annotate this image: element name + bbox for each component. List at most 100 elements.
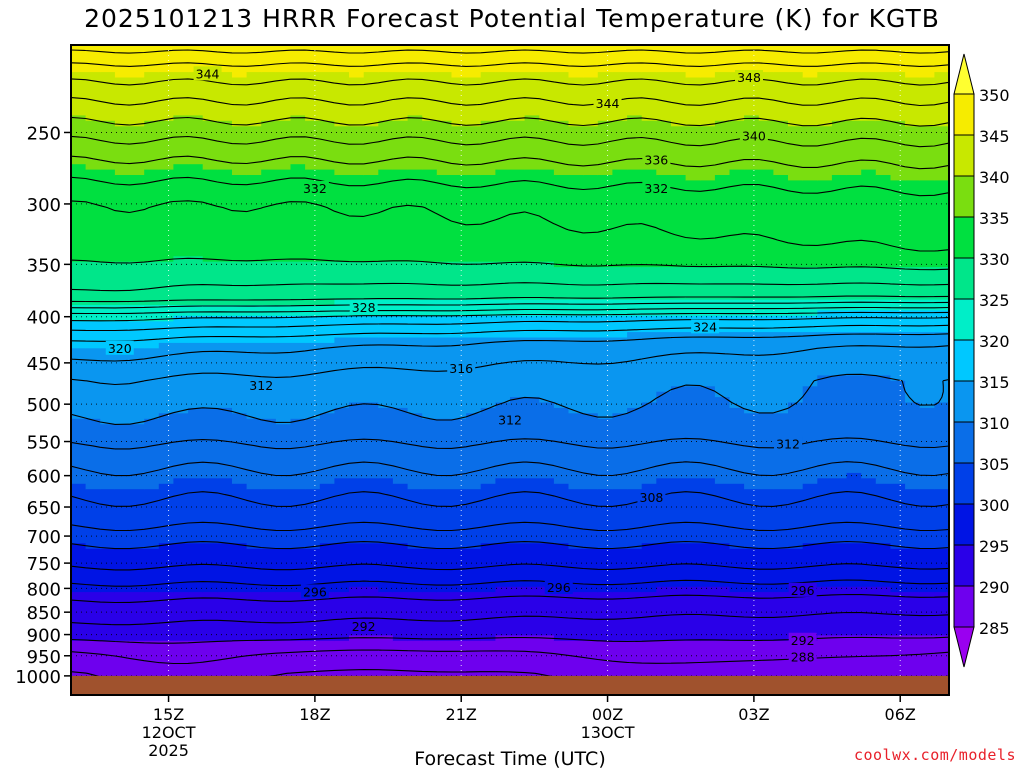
theta-fill-cell	[861, 120, 877, 171]
theta-fill-cell	[685, 180, 701, 268]
theta-fill-cell	[612, 413, 628, 490]
theta-fill-cell	[831, 45, 848, 73]
ground-below-surface	[71, 675, 949, 695]
theta-fill-cell	[802, 386, 818, 485]
theta-fill-cell	[114, 489, 131, 550]
theta-fill-cell	[246, 418, 262, 490]
theta-fill-cell	[612, 315, 628, 339]
theta-fill-cell	[568, 337, 584, 414]
theta-fill-cell	[173, 592, 189, 642]
theta-fill-cell	[290, 305, 306, 317]
theta-fill-cell	[305, 548, 321, 593]
theta-fill-cell	[232, 126, 248, 176]
theta-fill-cell	[524, 397, 540, 479]
theta-fill-cell	[261, 72, 277, 122]
theta-fill-cell	[202, 592, 218, 642]
theta-fill-cell	[85, 72, 101, 122]
theta-fill-cell	[817, 126, 833, 182]
contour-label: 336	[644, 153, 668, 168]
theta-fill-cell	[817, 72, 833, 127]
theta-fill-cell	[217, 315, 233, 344]
theta-fill-cell	[202, 315, 218, 344]
theta-fill-cell	[188, 256, 204, 306]
contour-label-bg	[774, 436, 803, 451]
theta-fill-cell	[729, 169, 745, 268]
theta-fill-cell	[875, 483, 891, 544]
theta-fill-cell	[232, 305, 248, 317]
theta-fill-cell	[627, 548, 643, 593]
theta-fill-cell	[378, 169, 394, 263]
theta-fill-cell	[188, 305, 204, 317]
theta-fill-cell	[539, 120, 555, 171]
theta-fill-cell	[568, 175, 584, 268]
theta-fill-cell	[71, 483, 87, 544]
theta-fill-cell	[539, 45, 555, 73]
theta-fill-cell	[392, 592, 409, 642]
contour-label: 312	[776, 437, 800, 452]
theta-fill-cell	[202, 305, 218, 317]
theta-fill-cell	[275, 261, 292, 306]
theta-fill-cell	[524, 115, 540, 171]
theta-fill-cell	[246, 489, 262, 550]
theta-fill-cell	[905, 332, 921, 404]
theta-fill-cell	[729, 332, 745, 409]
theta-fill-cell	[788, 45, 804, 73]
theta-fill-cell	[246, 45, 262, 73]
theta-fill-cell	[773, 72, 789, 122]
theta-fill-cell	[553, 337, 570, 409]
theta-fill-cell	[890, 380, 906, 485]
theta-fill-cell	[144, 120, 160, 171]
theta-fill-cell	[392, 45, 409, 73]
contour-302	[71, 521, 949, 532]
theta-fill-cell	[553, 175, 570, 268]
theta-fill-cell	[905, 180, 921, 268]
theta-fill-cell	[144, 305, 160, 322]
theta-fill-cell	[144, 592, 160, 642]
theta-fill-cell	[656, 478, 672, 544]
theta-fill-cell	[114, 348, 131, 425]
theta-fill-cell	[700, 299, 716, 317]
theta-fill-cell	[100, 261, 116, 306]
theta-fill-cell	[188, 72, 204, 116]
theta-fill-cell	[905, 310, 921, 333]
theta-fill-cell	[275, 315, 292, 344]
theta-fill-cell	[334, 543, 350, 593]
theta-fill-cell	[744, 332, 760, 414]
theta-fill-cell	[539, 586, 555, 637]
theta-fill-cell	[627, 115, 643, 171]
theta-fill-cell	[802, 543, 818, 588]
theta-fill-cell	[612, 548, 628, 593]
colorbar-top-arrow	[953, 53, 975, 95]
theta-fill-cell	[846, 120, 862, 176]
theta-fill-cell	[510, 337, 526, 398]
theta-fill-cell	[363, 315, 379, 339]
theta-fill-cell	[114, 424, 131, 490]
theta-fill-cell	[627, 592, 643, 642]
theta-fill-cell	[129, 424, 145, 490]
theta-fill-cell	[773, 548, 789, 593]
theta-fill-cell	[261, 418, 277, 490]
theta-fill-cell	[407, 299, 423, 317]
theta-fill-cell	[71, 321, 87, 349]
theta-fill-cell	[480, 483, 496, 544]
theta-fill-cell	[714, 483, 731, 544]
theta-fill-cell	[890, 332, 906, 382]
theta-fill-cell	[422, 45, 438, 73]
theta-fill-cell	[466, 315, 482, 339]
contour-label-bg	[349, 299, 378, 314]
theta-fill-cell	[173, 543, 189, 593]
contour-label: 344	[196, 66, 220, 81]
contour-298	[71, 563, 949, 571]
theta-fill-cell	[583, 489, 599, 550]
theta-fill-cell	[744, 413, 760, 490]
theta-fill-cell	[671, 45, 687, 73]
theta-fill-cell	[583, 413, 599, 490]
theta-fill-cell	[861, 299, 877, 311]
theta-fill-cell	[100, 592, 116, 642]
credit-link[interactable]: coolwx.com/models	[853, 746, 1016, 764]
theta-fill-cell	[290, 72, 306, 116]
theta-fill-cell	[290, 315, 306, 344]
theta-fill-cell	[261, 315, 277, 344]
colorbar-label: 320	[979, 332, 1010, 351]
theta-fill-cell	[671, 478, 687, 544]
